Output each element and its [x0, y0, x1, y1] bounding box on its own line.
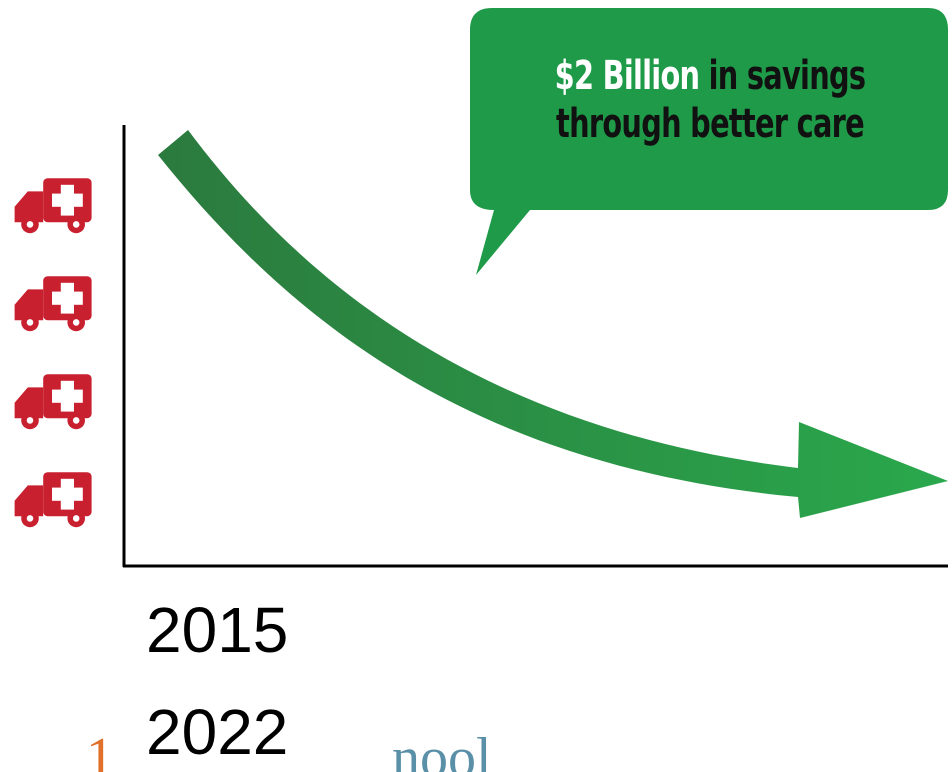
annotation-suffix: in savings	[708, 53, 866, 99]
ambulance-icon	[14, 472, 92, 528]
speech-bubble	[470, 8, 948, 275]
logo-fragment-left: 1	[86, 730, 114, 772]
annotation-highlight: $2 Billion	[554, 53, 700, 99]
ambulance-icon	[14, 276, 92, 332]
logo-fragment-right: nool	[392, 730, 492, 772]
annotation-text: $2 Billion in savings through better car…	[544, 52, 875, 148]
ambulance-icon	[14, 374, 92, 430]
x-tick-label: 2015	[146, 594, 289, 666]
x-tick-label: 2022	[146, 696, 289, 768]
trend-arrow	[158, 130, 948, 518]
annotation-line-2: through better care	[556, 101, 865, 147]
ambulance-icon	[14, 178, 92, 234]
annotation-line-1: $2 Billion in savings	[544, 52, 875, 100]
